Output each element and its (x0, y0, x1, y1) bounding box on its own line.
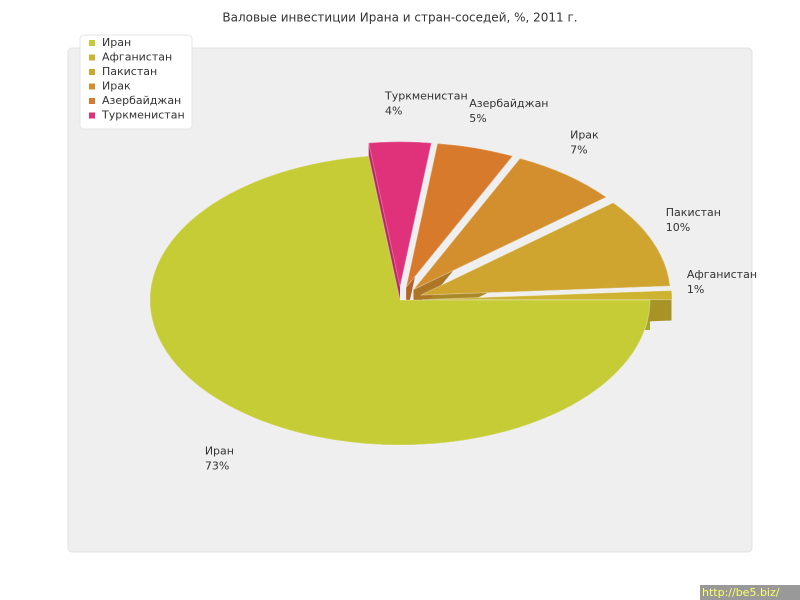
data-label-value: 73% (205, 459, 229, 472)
data-label-value: 5% (469, 112, 486, 125)
slice (405, 142, 514, 288)
data-label-name: Ирак (570, 128, 599, 141)
legend-swatch (89, 98, 95, 104)
legend-label: Туркменистан (101, 109, 185, 122)
legend-swatch (89, 69, 95, 75)
slice (368, 141, 432, 287)
chart-title: Валовые инвестиции Ирана и стран-соседей… (222, 11, 577, 25)
watermark: http://be5.biz/ (702, 586, 780, 599)
data-label-value: 7% (570, 143, 587, 156)
slice (420, 202, 671, 296)
legend-swatch (89, 112, 95, 119)
legend-label: Пакистан (102, 65, 157, 78)
data-label-value: 4% (385, 105, 402, 118)
slice (413, 157, 608, 291)
legend-swatch (89, 83, 95, 90)
data-label-value: 1% (687, 283, 704, 296)
data-label-name: Иран (205, 444, 234, 457)
legend-label: Афганистан (102, 51, 172, 64)
slice-side (420, 202, 670, 326)
watermark-background (700, 585, 800, 600)
legend-label: Азербайджан (102, 94, 181, 107)
legend-box (79, 34, 193, 130)
slice (149, 155, 651, 446)
data-label-name: Азербайджан (469, 97, 548, 110)
legend-label: Иран (102, 36, 131, 49)
legend-swatch (89, 40, 95, 46)
data-label-name: Туркменистан (384, 90, 468, 103)
data-label-value: 10% (666, 221, 690, 234)
data-label-name: Пакистан (666, 206, 721, 219)
data-label-name: Афганистан (687, 268, 757, 281)
slice (421, 289, 673, 301)
legend-label: Ирак (102, 80, 131, 93)
legend-swatch (89, 54, 95, 61)
